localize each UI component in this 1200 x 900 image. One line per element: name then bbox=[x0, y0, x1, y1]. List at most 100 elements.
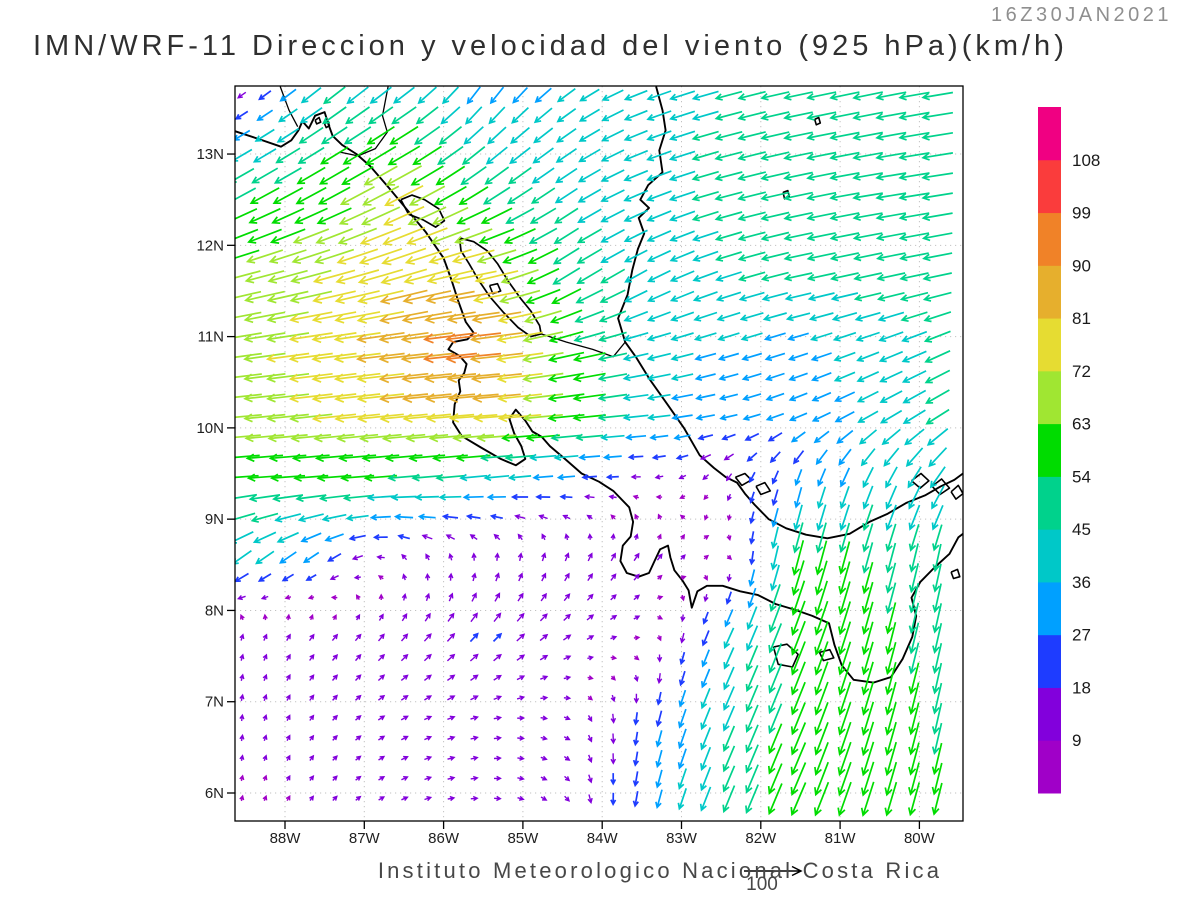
wind-arrow bbox=[381, 433, 426, 443]
wind-arrow bbox=[362, 185, 400, 206]
wind-arrow bbox=[622, 413, 649, 421]
wind-arrow bbox=[791, 560, 805, 597]
wind-arrow bbox=[267, 269, 308, 284]
wind-arrow bbox=[783, 91, 813, 101]
wind-arrow bbox=[815, 522, 827, 554]
wind-arrow bbox=[311, 352, 357, 363]
wind-arrow bbox=[446, 653, 456, 662]
wind-arrow bbox=[288, 332, 333, 344]
wind-arrow bbox=[679, 632, 686, 644]
wind-arrow bbox=[699, 766, 712, 792]
wind-arrow bbox=[239, 774, 245, 782]
wind-arrow bbox=[423, 633, 432, 642]
wind-arrow bbox=[343, 126, 372, 145]
wind-arrow bbox=[669, 290, 695, 303]
wind-arrow bbox=[512, 87, 529, 104]
wind-arrow bbox=[646, 130, 672, 142]
colorbar: 9 18 27 36 45 54 63 72 81 90 99 108 bbox=[1038, 107, 1100, 794]
wind-arrow bbox=[657, 614, 664, 620]
wind-arrow bbox=[737, 171, 767, 182]
wind-arrow bbox=[272, 494, 304, 503]
wind-arrow bbox=[715, 251, 742, 262]
wind-arrow bbox=[656, 595, 664, 601]
wind-arrow bbox=[790, 702, 806, 736]
wind-arrow bbox=[902, 409, 926, 425]
wind-arrow bbox=[692, 291, 718, 302]
wind-arrow bbox=[586, 593, 594, 601]
wind-arrow bbox=[814, 761, 829, 797]
wind-arrow bbox=[587, 655, 595, 661]
wind-arrow bbox=[305, 574, 317, 581]
wind-arrow bbox=[470, 795, 479, 802]
wind-arrow bbox=[670, 393, 694, 402]
wind-arrow bbox=[680, 554, 686, 560]
wind-arrow bbox=[311, 311, 357, 324]
wind-arrow bbox=[771, 489, 779, 507]
wind-arrow bbox=[424, 755, 433, 761]
wind-arrow bbox=[922, 272, 952, 282]
wind-arrow bbox=[447, 755, 456, 761]
wind-arrow bbox=[898, 212, 930, 222]
wind-arrow bbox=[746, 452, 758, 462]
wind-arrow bbox=[333, 372, 381, 383]
wind-arrow bbox=[884, 741, 898, 777]
wind-arrow bbox=[379, 413, 428, 424]
wind-arrow bbox=[564, 795, 571, 802]
wind-arrow bbox=[670, 373, 694, 382]
wind-arrow bbox=[438, 493, 462, 501]
wind-arrow bbox=[239, 794, 245, 802]
wind-arrow bbox=[829, 91, 860, 101]
wind-arrow bbox=[597, 373, 628, 382]
wind-arrow bbox=[722, 765, 736, 793]
wind-arrow bbox=[881, 428, 901, 446]
wind-arrow bbox=[332, 694, 339, 701]
wind-arrow bbox=[901, 370, 927, 384]
wind-arrow bbox=[357, 268, 404, 285]
wind-arrow bbox=[600, 248, 626, 263]
wind-arrow bbox=[884, 661, 897, 696]
wind-arrow bbox=[714, 191, 743, 202]
wind-arrow bbox=[623, 209, 649, 222]
wind-arrow bbox=[811, 411, 831, 422]
wind-arrow bbox=[471, 393, 521, 403]
wind-arrow bbox=[331, 633, 339, 642]
wind-arrow bbox=[806, 131, 837, 141]
wind-arrow bbox=[401, 593, 407, 601]
wind-arrow bbox=[673, 434, 691, 441]
wind-arrow bbox=[861, 721, 875, 757]
wind-arrow bbox=[741, 372, 762, 382]
wind-arrow bbox=[266, 290, 309, 304]
wind-arrow bbox=[424, 393, 476, 403]
wind-arrow bbox=[610, 713, 617, 724]
wind-arrow bbox=[401, 796, 409, 802]
wind-arrow bbox=[235, 110, 249, 120]
wind-arrow bbox=[787, 332, 809, 342]
wind-arrow bbox=[908, 722, 920, 756]
wind-arrow bbox=[342, 493, 372, 502]
wind-arrow bbox=[885, 523, 897, 553]
wind-arrow bbox=[446, 674, 456, 681]
wind-arrow bbox=[285, 774, 291, 782]
wind-arrow bbox=[633, 635, 641, 641]
colorbar-cell bbox=[1038, 318, 1061, 372]
wind-arrow bbox=[597, 352, 628, 362]
wind-arrow bbox=[493, 653, 502, 662]
wind-arrow bbox=[448, 412, 498, 423]
wind-arrow bbox=[356, 372, 405, 384]
wind-arrow bbox=[837, 781, 852, 817]
wind-arrow bbox=[902, 389, 927, 404]
wind-arrow bbox=[875, 111, 907, 121]
wind-arrow bbox=[379, 289, 428, 305]
wind-arrow bbox=[516, 654, 526, 661]
wind-arrow bbox=[921, 111, 954, 121]
wind-arrow bbox=[555, 167, 578, 184]
wind-arrow bbox=[309, 714, 315, 721]
wind-arrow bbox=[784, 292, 812, 302]
wind-arrow bbox=[470, 695, 479, 701]
wind-arrow bbox=[771, 507, 779, 528]
wind-arrow bbox=[768, 663, 783, 694]
wind-arrow bbox=[858, 429, 878, 445]
wind-arrow bbox=[534, 87, 552, 103]
wind-arrow bbox=[931, 702, 943, 735]
wind-arrow bbox=[424, 735, 433, 741]
